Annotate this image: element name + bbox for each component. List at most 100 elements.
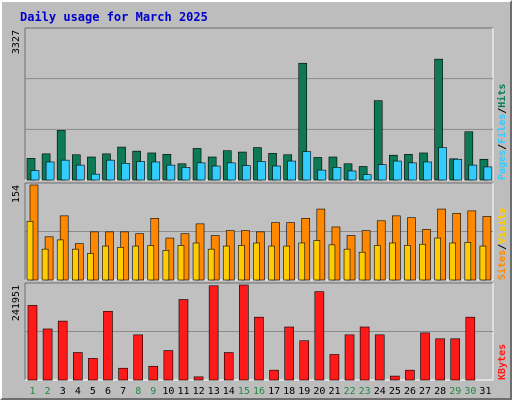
y-max-label: 3327 <box>11 30 22 54</box>
kbytes-bar-day-4 <box>72 352 83 381</box>
day-label-14: 14 <box>223 386 235 397</box>
day-label-27: 27 <box>419 386 431 397</box>
day-label-20: 20 <box>313 386 325 397</box>
visits-bar-day-17 <box>268 245 275 281</box>
visits-bar-day-1 <box>26 221 34 281</box>
day-label-28: 28 <box>434 386 446 397</box>
day-label-22: 22 <box>344 386 356 397</box>
files-bar-day-4 <box>75 164 85 181</box>
day-label-26: 26 <box>404 386 416 397</box>
visits-bar-day-22 <box>343 248 351 281</box>
visits-bar-day-5 <box>87 253 94 281</box>
visits-bar-day-30 <box>464 242 472 281</box>
kbytes-bar-day-3 <box>57 320 68 381</box>
files-bar-day-5 <box>91 173 100 181</box>
files-bar-day-17 <box>272 165 281 181</box>
day-label-12: 12 <box>193 386 205 397</box>
kbytes-bar-day-30 <box>465 316 476 381</box>
visits-bar-day-25 <box>389 242 396 281</box>
kbytes-bar-day-16 <box>254 316 264 381</box>
day-label-21: 21 <box>328 386 340 397</box>
visits-bar-day-28 <box>434 237 441 281</box>
day-label-31: 31 <box>479 386 491 397</box>
files-bar-day-21 <box>332 167 342 181</box>
day-label-30: 30 <box>464 386 476 397</box>
kbytes-bar-day-14 <box>223 352 234 381</box>
kbytes-bar-day-27 <box>420 332 430 381</box>
kbytes-bar-day-18 <box>284 326 294 381</box>
visits-bar-day-23 <box>358 251 366 281</box>
day-label-13: 13 <box>208 386 220 397</box>
kbytes-bar-day-22 <box>344 334 355 381</box>
kbytes-bar-day-25 <box>390 375 400 381</box>
files-bar-day-7 <box>121 163 130 181</box>
kbytes-bar-day-9 <box>148 365 159 381</box>
kbytes-bar-day-20 <box>314 291 325 381</box>
visits-bar-day-4 <box>71 248 79 281</box>
visits-bar-day-29 <box>449 242 457 281</box>
kbytes-bar-day-12 <box>193 376 204 381</box>
files-bar-day-8 <box>136 161 145 181</box>
visits-bar-day-27 <box>419 243 426 281</box>
kbytes-bar-day-8 <box>133 334 143 381</box>
visits-bar-day-19 <box>298 242 306 281</box>
files-bar-day-18 <box>287 160 296 181</box>
kbytes-bar-day-13 <box>208 285 219 381</box>
files-bar-day-29 <box>453 158 463 181</box>
files-bar-day-22 <box>347 170 357 181</box>
files-bar-day-31 <box>483 166 493 181</box>
files-bar-day-13 <box>211 165 221 181</box>
day-label-1: 1 <box>30 386 36 397</box>
visits-bar-day-20 <box>313 240 321 281</box>
day-label-3: 3 <box>60 386 66 397</box>
files-bar-day-9 <box>151 161 161 181</box>
files-bar-day-20 <box>317 169 327 181</box>
kbytes-bar-day-26 <box>405 369 415 381</box>
files-bar-day-12 <box>196 162 206 181</box>
kbytes-bar-day-21 <box>329 354 340 381</box>
visits-bar-day-15 <box>238 245 245 281</box>
visits-bar-day-2 <box>41 248 49 281</box>
kbytes-bar-day-10 <box>163 350 174 381</box>
files-bar-day-3 <box>60 159 70 181</box>
kbytes-bar-day-2 <box>42 328 53 381</box>
day-label-15: 15 <box>238 386 250 397</box>
files-bar-day-25 <box>393 160 402 181</box>
visits-bar-day-9 <box>147 245 155 281</box>
kbytes-bar-day-11 <box>178 299 189 381</box>
files-bar-day-19 <box>302 151 312 181</box>
day-label-11: 11 <box>177 386 189 397</box>
files-bar-day-27 <box>423 161 432 181</box>
day-label-6: 6 <box>105 386 111 397</box>
files-bar-day-1 <box>30 170 40 181</box>
day-label-16: 16 <box>253 386 265 397</box>
y-max-label: 154 <box>11 185 22 203</box>
files-bar-day-26 <box>408 162 417 181</box>
visits-bar-day-26 <box>404 245 411 281</box>
visits-bar-day-21 <box>328 244 336 281</box>
files-bar-day-15 <box>242 165 251 181</box>
day-label-9: 9 <box>150 386 156 397</box>
kbytes-bar-day-6 <box>103 310 113 381</box>
kbytes-bar-day-24 <box>374 334 385 381</box>
files-bar-day-2 <box>45 161 55 181</box>
day-label-25: 25 <box>389 386 401 397</box>
day-label-5: 5 <box>90 386 96 397</box>
day-label-8: 8 <box>135 386 141 397</box>
visits-bar-day-18 <box>283 245 290 281</box>
day-label-23: 23 <box>359 386 371 397</box>
day-label-24: 24 <box>374 386 386 397</box>
files-bar-day-11 <box>181 167 191 181</box>
files-bar-day-6 <box>106 159 115 181</box>
day-label-18: 18 <box>283 386 295 397</box>
right-axis-label: Pages/Files/Hits <box>496 84 508 180</box>
files-bar-day-24 <box>377 164 387 181</box>
right-axis-label: KBytes <box>497 344 508 380</box>
visits-bar-day-7 <box>117 247 124 281</box>
visits-bar-day-14 <box>222 245 230 281</box>
kbytes-bar-day-7 <box>118 367 128 381</box>
kbytes-bar-day-19 <box>299 340 310 381</box>
y-max-label: 241951 <box>11 285 22 321</box>
